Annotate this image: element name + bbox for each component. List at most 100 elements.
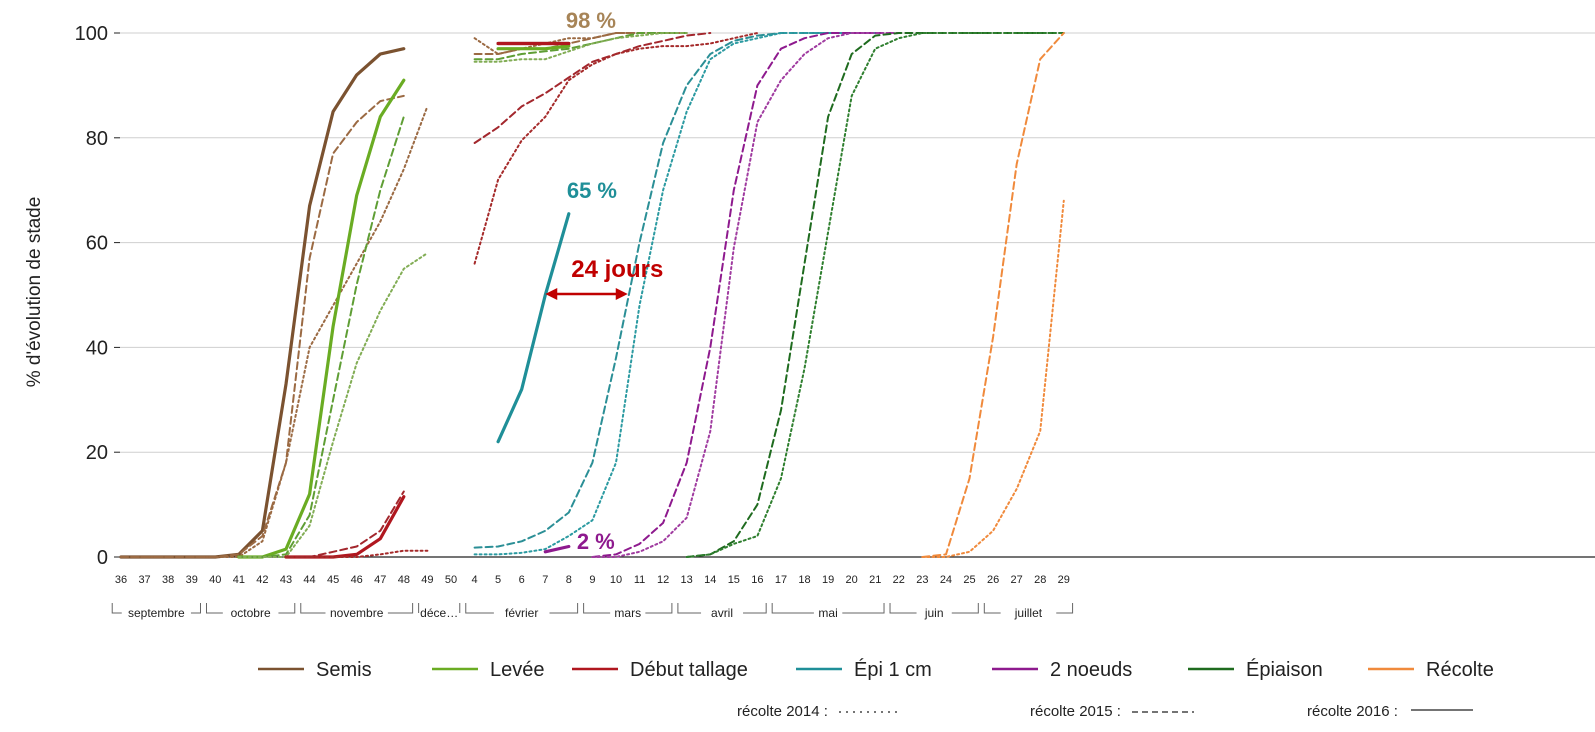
gap-arrow-head-right bbox=[615, 288, 628, 300]
x-tick-label: 19 bbox=[822, 574, 834, 586]
series-epi-1-cm-2016 bbox=[496, 212, 571, 444]
month-bracket-line bbox=[771, 603, 814, 614]
month-bracket: juillet bbox=[983, 603, 1074, 620]
annotation-semis-pct: 98 % bbox=[566, 8, 616, 33]
x-tick-label: 6 bbox=[519, 574, 525, 586]
legend-item-debut-tallage: Début tallage bbox=[572, 659, 748, 681]
x-tick-label: 10 bbox=[610, 574, 622, 586]
gridlines bbox=[114, 32, 1595, 558]
month-bracket-line bbox=[842, 603, 885, 614]
month-bracket-line bbox=[190, 603, 201, 614]
x-tick-label: 13 bbox=[681, 574, 693, 586]
year-legend-label: récolte 2014 : bbox=[737, 703, 828, 720]
x-tick-labels: 36 37 38 39 40 41 42 43 44 45 46 47 48 49 50 4 5 6 7 8 9 10 11… bbox=[115, 574, 1070, 586]
x-tick-label: 5 bbox=[495, 574, 501, 586]
x-tick-label: 9 bbox=[589, 574, 595, 586]
x-tick-label: 50 bbox=[445, 574, 457, 586]
month-label: octobre bbox=[231, 606, 271, 620]
month-bracket-line bbox=[983, 603, 1001, 614]
month-bracket: septembre bbox=[111, 603, 201, 620]
x-tick-label: 23 bbox=[916, 574, 928, 586]
series-2-noeuds-2015 bbox=[591, 32, 900, 558]
y-tick-label: 80 bbox=[86, 128, 108, 150]
x-tick-label: 20 bbox=[846, 574, 858, 586]
x-tick-label: 12 bbox=[657, 574, 669, 586]
x-tick-label: 48 bbox=[398, 574, 410, 586]
y-tick-label: 0 bbox=[97, 547, 108, 569]
y-tick-label: 60 bbox=[86, 233, 108, 255]
y-tick-labels: 0 20 40 60 80 100 bbox=[75, 23, 108, 569]
series-levee-2016 bbox=[496, 44, 571, 51]
month-label: septembre bbox=[128, 606, 185, 620]
y-tick-label: 40 bbox=[86, 337, 108, 359]
series-semis-2015 bbox=[120, 94, 405, 558]
legend-item-semis: Semis bbox=[258, 659, 372, 681]
month-bracket-line bbox=[111, 603, 122, 614]
legend-label: Levée bbox=[490, 659, 545, 681]
legend-item-2-noeuds: 2 noeuds bbox=[992, 659, 1132, 681]
x-tick-label: 25 bbox=[963, 574, 975, 586]
legend-item-epiaison: Épiaison bbox=[1188, 658, 1323, 681]
year-legend-label: récolte 2016 : bbox=[1307, 703, 1398, 720]
x-tick-label: 39 bbox=[186, 574, 198, 586]
legend-label: Début tallage bbox=[630, 659, 748, 681]
x-tick-label: 36 bbox=[115, 574, 127, 586]
annotations: 98 % 65 % 2 % 24 jours bbox=[545, 8, 663, 554]
month-bracket: avril bbox=[677, 603, 767, 620]
month-bracket-line bbox=[549, 603, 579, 614]
series-semis-2014 bbox=[120, 105, 429, 558]
x-tick-label: 38 bbox=[162, 574, 174, 586]
series-epi-1-cm-2015 bbox=[473, 32, 877, 549]
month-bracket: février bbox=[465, 603, 579, 620]
y-tick-label: 100 bbox=[75, 23, 108, 45]
month-bracket-line bbox=[743, 603, 767, 614]
series-debut-tallage-2015 bbox=[285, 490, 405, 558]
x-tick-label: 46 bbox=[351, 574, 363, 586]
month-bracket-line bbox=[951, 603, 979, 614]
month-bracket: déce… bbox=[418, 603, 461, 620]
legend-label: Semis bbox=[316, 659, 372, 681]
x-tick-label: 17 bbox=[775, 574, 787, 586]
x-tick-label: 15 bbox=[728, 574, 740, 586]
series-debut-tallage-2014 bbox=[285, 549, 429, 558]
x-tick-label: 41 bbox=[233, 574, 245, 586]
legend-label: Épi 1 cm bbox=[854, 658, 932, 681]
month-bracket-line bbox=[677, 603, 702, 614]
year-legend-label: récolte 2015 : bbox=[1030, 703, 1121, 720]
series-semis-2016 bbox=[119, 47, 406, 559]
annotation-epi-pct: 65 % bbox=[567, 178, 617, 203]
series-debut-tallage-2014 bbox=[473, 32, 759, 265]
legend: Semis Levée Début tallage Épi 1 cm 2 noeuds É… bbox=[258, 658, 1494, 681]
x-tick-label: 11 bbox=[634, 574, 645, 586]
month-label: avril bbox=[711, 606, 733, 620]
year-legend: récolte 2014 : récolte 2015 : récolte 2016… bbox=[737, 703, 1473, 720]
x-tick-label: 18 bbox=[798, 574, 810, 586]
x-tick-label: 4 bbox=[471, 574, 477, 586]
month-label: mars bbox=[614, 606, 641, 620]
month-label: novembre bbox=[330, 606, 384, 620]
month-bracket: novembre bbox=[300, 603, 414, 620]
month-label: mai bbox=[818, 606, 837, 620]
x-tick-label: 22 bbox=[893, 574, 905, 586]
month-bracket-line bbox=[465, 603, 494, 614]
month-brackets: septembre octobre novembre déce… février mars… bbox=[111, 603, 1074, 620]
x-tick-label: 45 bbox=[327, 574, 339, 586]
x-tick-label: 49 bbox=[421, 574, 433, 586]
x-tick-label: 44 bbox=[303, 574, 315, 586]
series-levee-2016 bbox=[237, 78, 406, 559]
x-tick-label: 40 bbox=[209, 574, 221, 586]
x-tick-label: 29 bbox=[1058, 574, 1070, 586]
month-label: juin bbox=[924, 606, 944, 620]
month-bracket-line bbox=[645, 603, 673, 614]
y-axis-label: % d'évolution de stade bbox=[24, 197, 45, 388]
x-tick-label: 47 bbox=[374, 574, 386, 586]
x-tick-label: 14 bbox=[704, 574, 716, 586]
month-label: déce… bbox=[420, 606, 458, 620]
data-series bbox=[119, 32, 1065, 559]
annotation-24-jours: 24 jours bbox=[571, 256, 663, 283]
year-legend-2015: récolte 2015 : bbox=[1030, 703, 1194, 720]
month-bracket-line bbox=[583, 603, 611, 614]
x-tick-label: 21 bbox=[869, 574, 881, 586]
month-bracket-line bbox=[278, 603, 296, 614]
